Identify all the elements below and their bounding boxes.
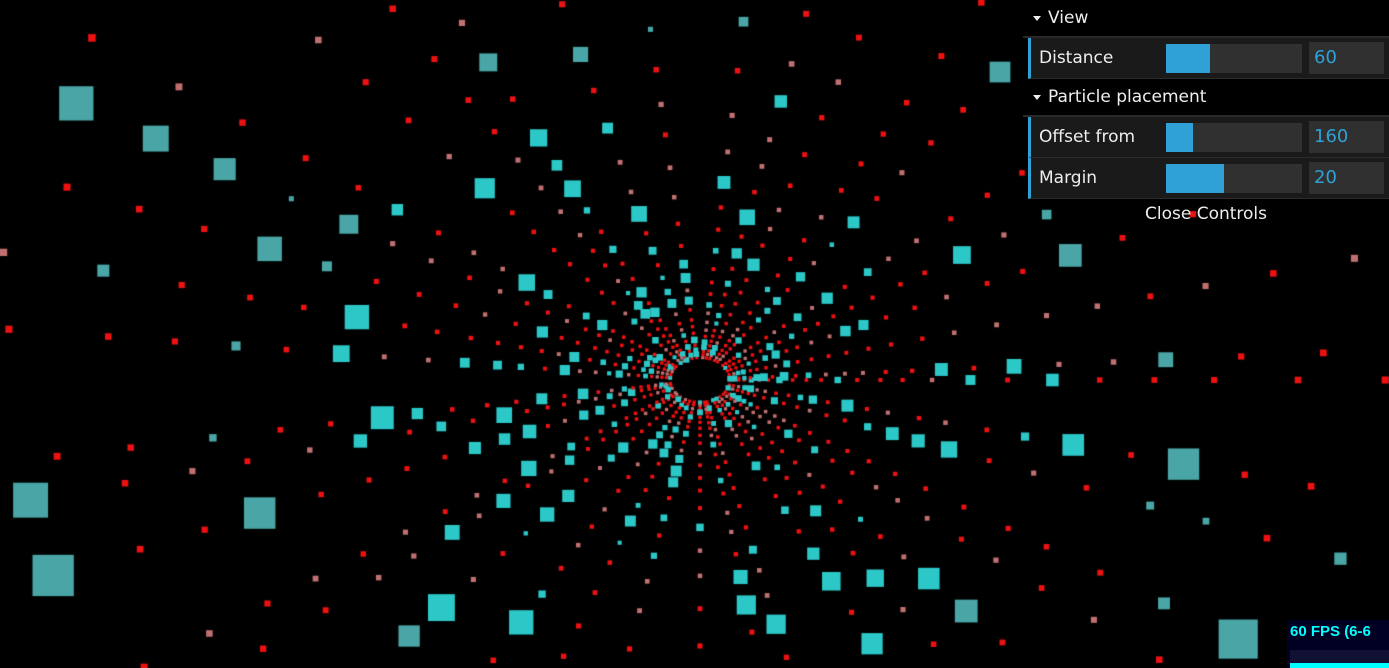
offset-from-input[interactable]: 160: [1309, 121, 1384, 153]
offset-from-slider[interactable]: [1166, 122, 1302, 152]
close-controls-button[interactable]: Close Controls: [1144, 204, 1268, 224]
folder-title: Particle placement: [1048, 87, 1207, 107]
control-offset-from: Offset from 160: [1028, 117, 1389, 158]
control-margin: Margin 20: [1028, 158, 1389, 199]
margin-input[interactable]: 20: [1309, 162, 1384, 194]
control-distance: Distance 60: [1028, 38, 1389, 79]
collapse-triangle-icon: [1033, 15, 1041, 21]
folder-title: View: [1048, 8, 1089, 28]
distance-input[interactable]: 60: [1309, 42, 1384, 74]
distance-slider[interactable]: [1166, 43, 1302, 73]
folder-view[interactable]: View: [1023, 0, 1389, 38]
fps-text: 60 FPS (6-6: [1290, 623, 1371, 640]
control-label: Offset from: [1039, 127, 1136, 147]
margin-slider[interactable]: [1166, 163, 1302, 193]
collapse-triangle-icon: [1033, 94, 1041, 100]
control-label: Margin: [1039, 168, 1098, 188]
fps-meter[interactable]: 60 FPS (6-6: [1287, 620, 1389, 668]
controls-panel: View Distance 60 Particle placement Offs…: [1023, 0, 1389, 229]
fps-bar: [1290, 663, 1389, 668]
control-label: Distance: [1039, 48, 1114, 68]
folder-particle-placement[interactable]: Particle placement: [1023, 79, 1389, 117]
fps-graph: [1290, 650, 1389, 665]
